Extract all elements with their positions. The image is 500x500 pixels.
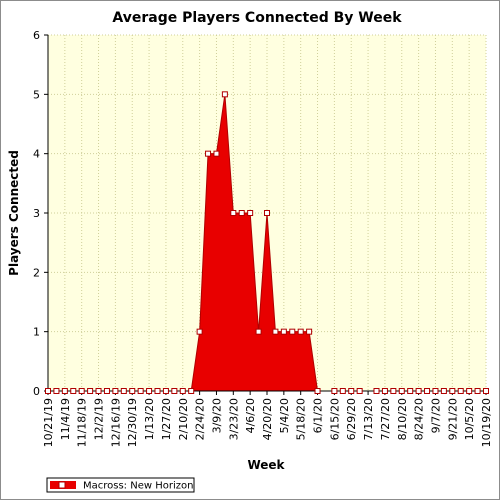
- x-tick-label: 12/2/19: [93, 398, 106, 440]
- x-tick-label: 1/27/20: [160, 398, 173, 440]
- data-point: [255, 328, 262, 335]
- legend: Macross: New Horizon: [46, 477, 195, 493]
- data-point: [339, 388, 346, 394]
- x-tick-label: 11/4/19: [59, 398, 72, 440]
- data-point: [280, 328, 287, 335]
- y-tick-label: 5: [33, 88, 40, 101]
- x-tick-label: 6/1/20: [312, 398, 325, 433]
- y-tick-label: 6: [33, 29, 40, 42]
- data-point: [61, 388, 68, 394]
- x-tick-label: 10/21/19: [42, 398, 55, 447]
- x-tick-label: 4/20/20: [261, 398, 274, 440]
- x-tick-label: 11/18/19: [76, 398, 89, 447]
- data-point: [289, 328, 296, 335]
- data-point: [483, 388, 489, 394]
- x-tick-label: 5/18/20: [295, 398, 308, 440]
- x-tick-label: 3/23/20: [227, 398, 240, 440]
- x-tick-label: 4/6/20: [244, 398, 257, 433]
- y-tick-label: 3: [33, 207, 40, 220]
- x-tick-label: 8/10/20: [396, 398, 409, 440]
- data-point: [449, 388, 456, 394]
- legend-marker: [58, 481, 66, 489]
- data-point: [70, 388, 77, 394]
- data-point: [196, 328, 203, 335]
- legend-box: [46, 477, 195, 493]
- data-point: [373, 388, 380, 394]
- x-tick-label: 12/16/19: [109, 398, 122, 447]
- data-point: [264, 210, 270, 216]
- data-point: [45, 388, 51, 394]
- y-tick-label: 4: [33, 148, 40, 161]
- data-point: [297, 328, 304, 335]
- y-tick-label: 0: [33, 385, 40, 398]
- x-tick-label: 1/13/20: [143, 398, 156, 440]
- x-tick-label: 2/24/20: [194, 398, 207, 440]
- data-point: [348, 388, 355, 394]
- x-tick-label: 12/30/19: [126, 398, 139, 447]
- data-point: [213, 150, 220, 157]
- data-point: [306, 328, 313, 335]
- data-point: [398, 388, 405, 394]
- data-point: [78, 388, 85, 394]
- data-point: [415, 388, 422, 394]
- y-axis-label: Players Connected: [7, 150, 21, 276]
- data-point: [474, 388, 481, 394]
- data-point: [440, 388, 447, 394]
- x-tick-label: 3/9/20: [210, 398, 223, 433]
- data-point: [137, 388, 144, 394]
- x-tick-label: 7/13/20: [362, 398, 375, 440]
- x-tick-label: 5/4/20: [278, 398, 291, 433]
- x-tick-label: 8/24/20: [413, 398, 426, 440]
- x-tick-label: 6/29/20: [345, 398, 358, 440]
- data-point: [424, 388, 431, 394]
- data-point: [95, 388, 102, 394]
- data-point: [331, 388, 338, 394]
- legend-label: Macross: New Horizon: [83, 481, 193, 492]
- data-point: [129, 388, 136, 394]
- data-point: [154, 388, 161, 394]
- data-point: [390, 388, 397, 394]
- x-tick-label: 6/15/20: [328, 398, 341, 440]
- data-point: [407, 388, 414, 394]
- data-point: [272, 328, 279, 335]
- x-axis-label: Week: [247, 458, 285, 472]
- data-point: [103, 388, 110, 394]
- data-point: [247, 210, 254, 216]
- x-tick-label: 9/7/20: [429, 398, 442, 433]
- data-point: [87, 388, 94, 394]
- x-tick-label: 7/27/20: [379, 398, 392, 440]
- data-point: [112, 388, 119, 394]
- x-tick-label: 2/10/20: [177, 398, 190, 440]
- y-tick-label: 1: [33, 326, 40, 339]
- data-point: [205, 150, 212, 157]
- x-tick-label: 10/19/20: [480, 398, 493, 447]
- data-point: [432, 388, 439, 394]
- data-point: [381, 388, 388, 394]
- x-tick-label: 10/5/20: [463, 398, 476, 440]
- data-point: [171, 388, 178, 394]
- data-point: [457, 388, 464, 394]
- data-point: [179, 388, 186, 394]
- data-point: [221, 91, 228, 98]
- data-point: [53, 388, 60, 394]
- data-point: [120, 388, 127, 394]
- y-tick-label: 2: [33, 266, 40, 279]
- data-point: [146, 388, 153, 394]
- chart-title: Average Players Connected By Week: [112, 10, 402, 26]
- data-point: [314, 388, 321, 394]
- data-point: [162, 388, 169, 394]
- data-point: [188, 388, 195, 394]
- data-point: [356, 388, 363, 394]
- data-point: [466, 388, 473, 394]
- data-point: [230, 210, 237, 216]
- data-point: [238, 210, 245, 216]
- x-tick-label: 9/21/20: [446, 398, 459, 440]
